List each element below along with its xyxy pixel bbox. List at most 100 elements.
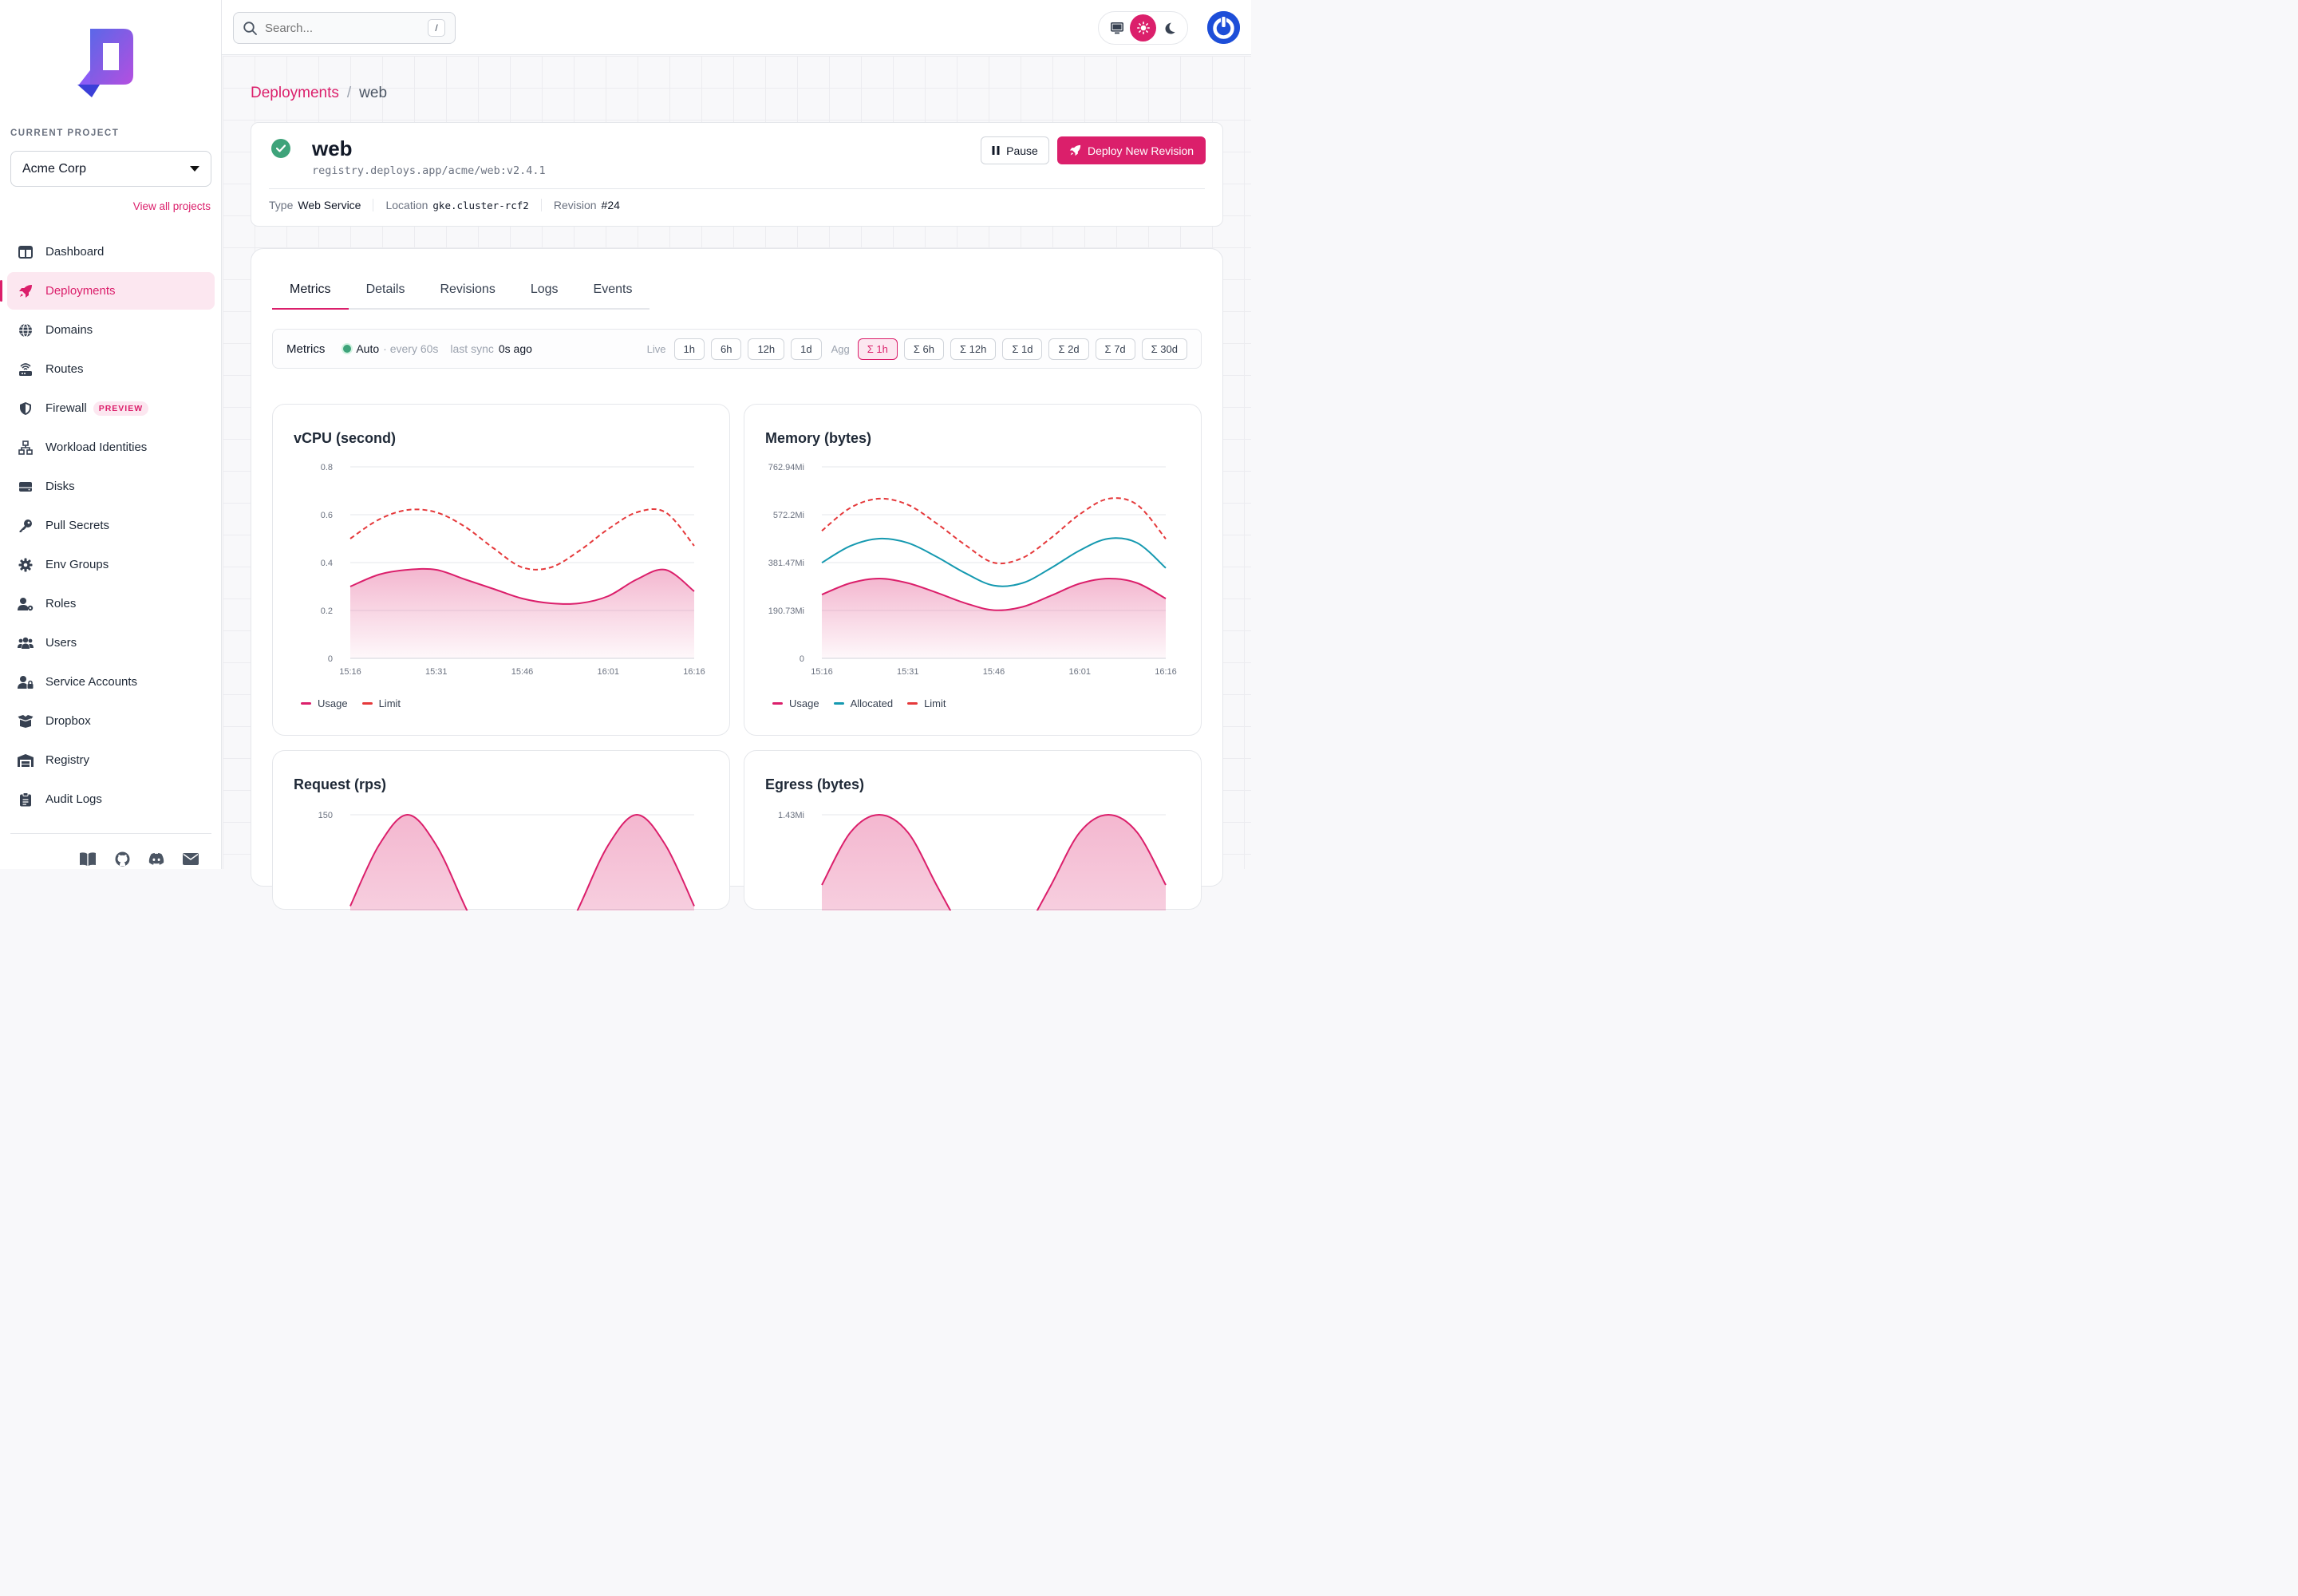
breadcrumb: Deployments / web: [251, 85, 387, 102]
sidebar-item-disks[interactable]: Disks: [7, 468, 215, 505]
sidebar-item-roles[interactable]: Roles: [7, 585, 215, 622]
chart-card-memory: Memory (bytes) 0 190.73Mi 381.47Mi 572.2Mi 7…: [744, 404, 1202, 736]
sidebar-item-firewall[interactable]: Firewall PREVIEW: [7, 389, 215, 427]
sidebar-item-registry[interactable]: Registry: [7, 741, 215, 779]
sidebar-item-routes[interactable]: Routes: [7, 350, 215, 388]
chart-card-request: Request (rps) 150: [272, 750, 730, 911]
metrics-panel: Metrics Details Revisions Logs Events Me…: [251, 248, 1223, 911]
discord-icon[interactable]: [148, 851, 164, 867]
book-icon[interactable]: [80, 851, 96, 867]
range-live-12h[interactable]: 12h: [748, 338, 785, 360]
sidebar-divider: [10, 833, 211, 834]
type-value: Web Service: [298, 199, 361, 211]
status-ok-icon: [271, 139, 290, 158]
search-input[interactable]: [265, 21, 424, 35]
series-line-usage: [821, 813, 1167, 911]
deployment-header-card: web registry.deploys.app/acme/web:v2.4.1…: [251, 122, 1223, 227]
series-line-allocated: [821, 537, 1167, 587]
chart-title: Egress (bytes): [765, 776, 865, 792]
disk-icon: [18, 479, 34, 495]
desktop-icon[interactable]: [1104, 14, 1130, 41]
sidebar-item-deployments[interactable]: Deployments: [0, 272, 215, 310]
sidebar: CURRENT PROJECT Acme Corp View all proje…: [0, 0, 222, 869]
tab-revisions[interactable]: Revisions: [440, 282, 496, 296]
breadcrumb-deployments-link[interactable]: Deployments: [251, 85, 339, 101]
request-chart: 150: [318, 811, 695, 911]
range-agg-12h[interactable]: Σ 12h: [950, 338, 997, 360]
project-name: Acme Corp: [22, 161, 87, 176]
range-agg-2d[interactable]: Σ 2d: [1048, 338, 1089, 360]
pause-icon: [992, 146, 1000, 155]
project-select[interactable]: Acme Corp: [10, 151, 211, 187]
range-live-1d[interactable]: 1d: [791, 338, 822, 360]
sidebar-item-label: Env Groups: [45, 558, 109, 571]
search-shortcut-key: /: [428, 19, 445, 37]
app-logo[interactable]: [76, 29, 133, 99]
tab-bar: Metrics Details Revisions Logs Events: [272, 271, 650, 310]
legend-limit[interactable]: Limit: [361, 697, 401, 709]
range-live-6h[interactable]: 6h: [710, 338, 742, 360]
revision-label: Revision: [553, 199, 597, 211]
metrics-toolbar: Metrics Auto · every 60s last sync 0s ag…: [272, 329, 1202, 369]
y-tick-label: 0: [328, 654, 333, 664]
range-agg-1d[interactable]: Σ 1d: [1002, 338, 1043, 360]
range-selector: Live 1h 6h 12h 1d Agg Σ 1h Σ 6h Σ 12h Σ …: [644, 338, 1187, 360]
tab-logs[interactable]: Logs: [530, 282, 559, 296]
top-bar: /: [222, 0, 1251, 55]
sidebar-item-workload-identities[interactable]: Workload Identities: [7, 429, 215, 466]
sidebar-footer-links: [80, 851, 199, 867]
range-agg-7d[interactable]: Σ 7d: [1095, 338, 1135, 360]
current-project-label: CURRENT PROJECT: [10, 128, 120, 138]
range-live-1h[interactable]: 1h: [673, 338, 705, 360]
tab-metrics[interactable]: Metrics: [272, 271, 349, 310]
mail-icon[interactable]: [183, 851, 199, 867]
users-icon: [18, 635, 34, 651]
clipboard-icon: [18, 792, 34, 808]
pause-button[interactable]: Pause: [981, 136, 1049, 164]
legend-swatch: [301, 702, 311, 705]
legend-usage[interactable]: Usage: [301, 697, 348, 709]
sidebar-item-audit-logs[interactable]: Audit Logs: [7, 780, 215, 818]
series-line-usage: [349, 813, 695, 911]
legend-limit[interactable]: Limit: [907, 697, 946, 709]
range-agg-1h[interactable]: Σ 1h: [857, 338, 898, 360]
sidebar-item-service-accounts[interactable]: Service Accounts: [7, 663, 215, 701]
range-agg-30d[interactable]: Σ 30d: [1141, 338, 1187, 360]
auto-refresh-label[interactable]: Auto: [356, 342, 380, 355]
legend-swatch: [772, 702, 783, 705]
x-tick-label: 15:16: [339, 667, 361, 677]
live-status-dot: [343, 345, 352, 353]
search-box[interactable]: /: [233, 12, 456, 44]
sidebar-item-domains[interactable]: Domains: [7, 311, 215, 349]
legend-label: Usage: [318, 697, 348, 709]
chart-legend: Usage Limit: [301, 697, 401, 709]
memory-chart: 0 190.73Mi 381.47Mi 572.2Mi 762.94Mi 15:16 15:…: [768, 463, 1177, 677]
range-agg-6h[interactable]: Σ 6h: [903, 338, 944, 360]
shield-icon: [18, 401, 34, 417]
sidebar-item-label: Roles: [45, 597, 77, 610]
legend-allocated[interactable]: Allocated: [833, 697, 894, 709]
sidebar-item-users[interactable]: Users: [7, 624, 215, 662]
deploy-new-revision-button[interactable]: Deploy New Revision: [1057, 136, 1206, 164]
series-area-usage: [350, 815, 694, 911]
sun-icon[interactable]: [1130, 14, 1156, 41]
view-all-projects-link[interactable]: View all projects: [132, 200, 211, 212]
location-value: gke.cluster-rcf2: [432, 199, 529, 211]
sidebar-item-env-groups[interactable]: Env Groups: [7, 546, 215, 583]
user-gear-icon: [18, 596, 34, 612]
sidebar-item-dropbox[interactable]: Dropbox: [7, 702, 215, 740]
sidebar-item-pull-secrets[interactable]: Pull Secrets: [7, 507, 215, 544]
tab-events[interactable]: Events: [593, 282, 633, 296]
moon-icon[interactable]: [1156, 14, 1183, 41]
legend-usage[interactable]: Usage: [772, 697, 819, 709]
github-icon[interactable]: [114, 851, 130, 867]
sidebar-item-dashboard[interactable]: Dashboard: [7, 233, 215, 271]
user-avatar[interactable]: [1207, 11, 1240, 44]
y-tick-label: 0.4: [321, 559, 333, 568]
tab-details[interactable]: Details: [365, 282, 405, 296]
sidebar-item-label: Audit Logs: [45, 792, 102, 806]
series-line-limit: [349, 508, 695, 571]
legend-label: Allocated: [850, 697, 894, 709]
agg-label: Agg: [831, 342, 850, 355]
box-icon: [18, 713, 34, 729]
